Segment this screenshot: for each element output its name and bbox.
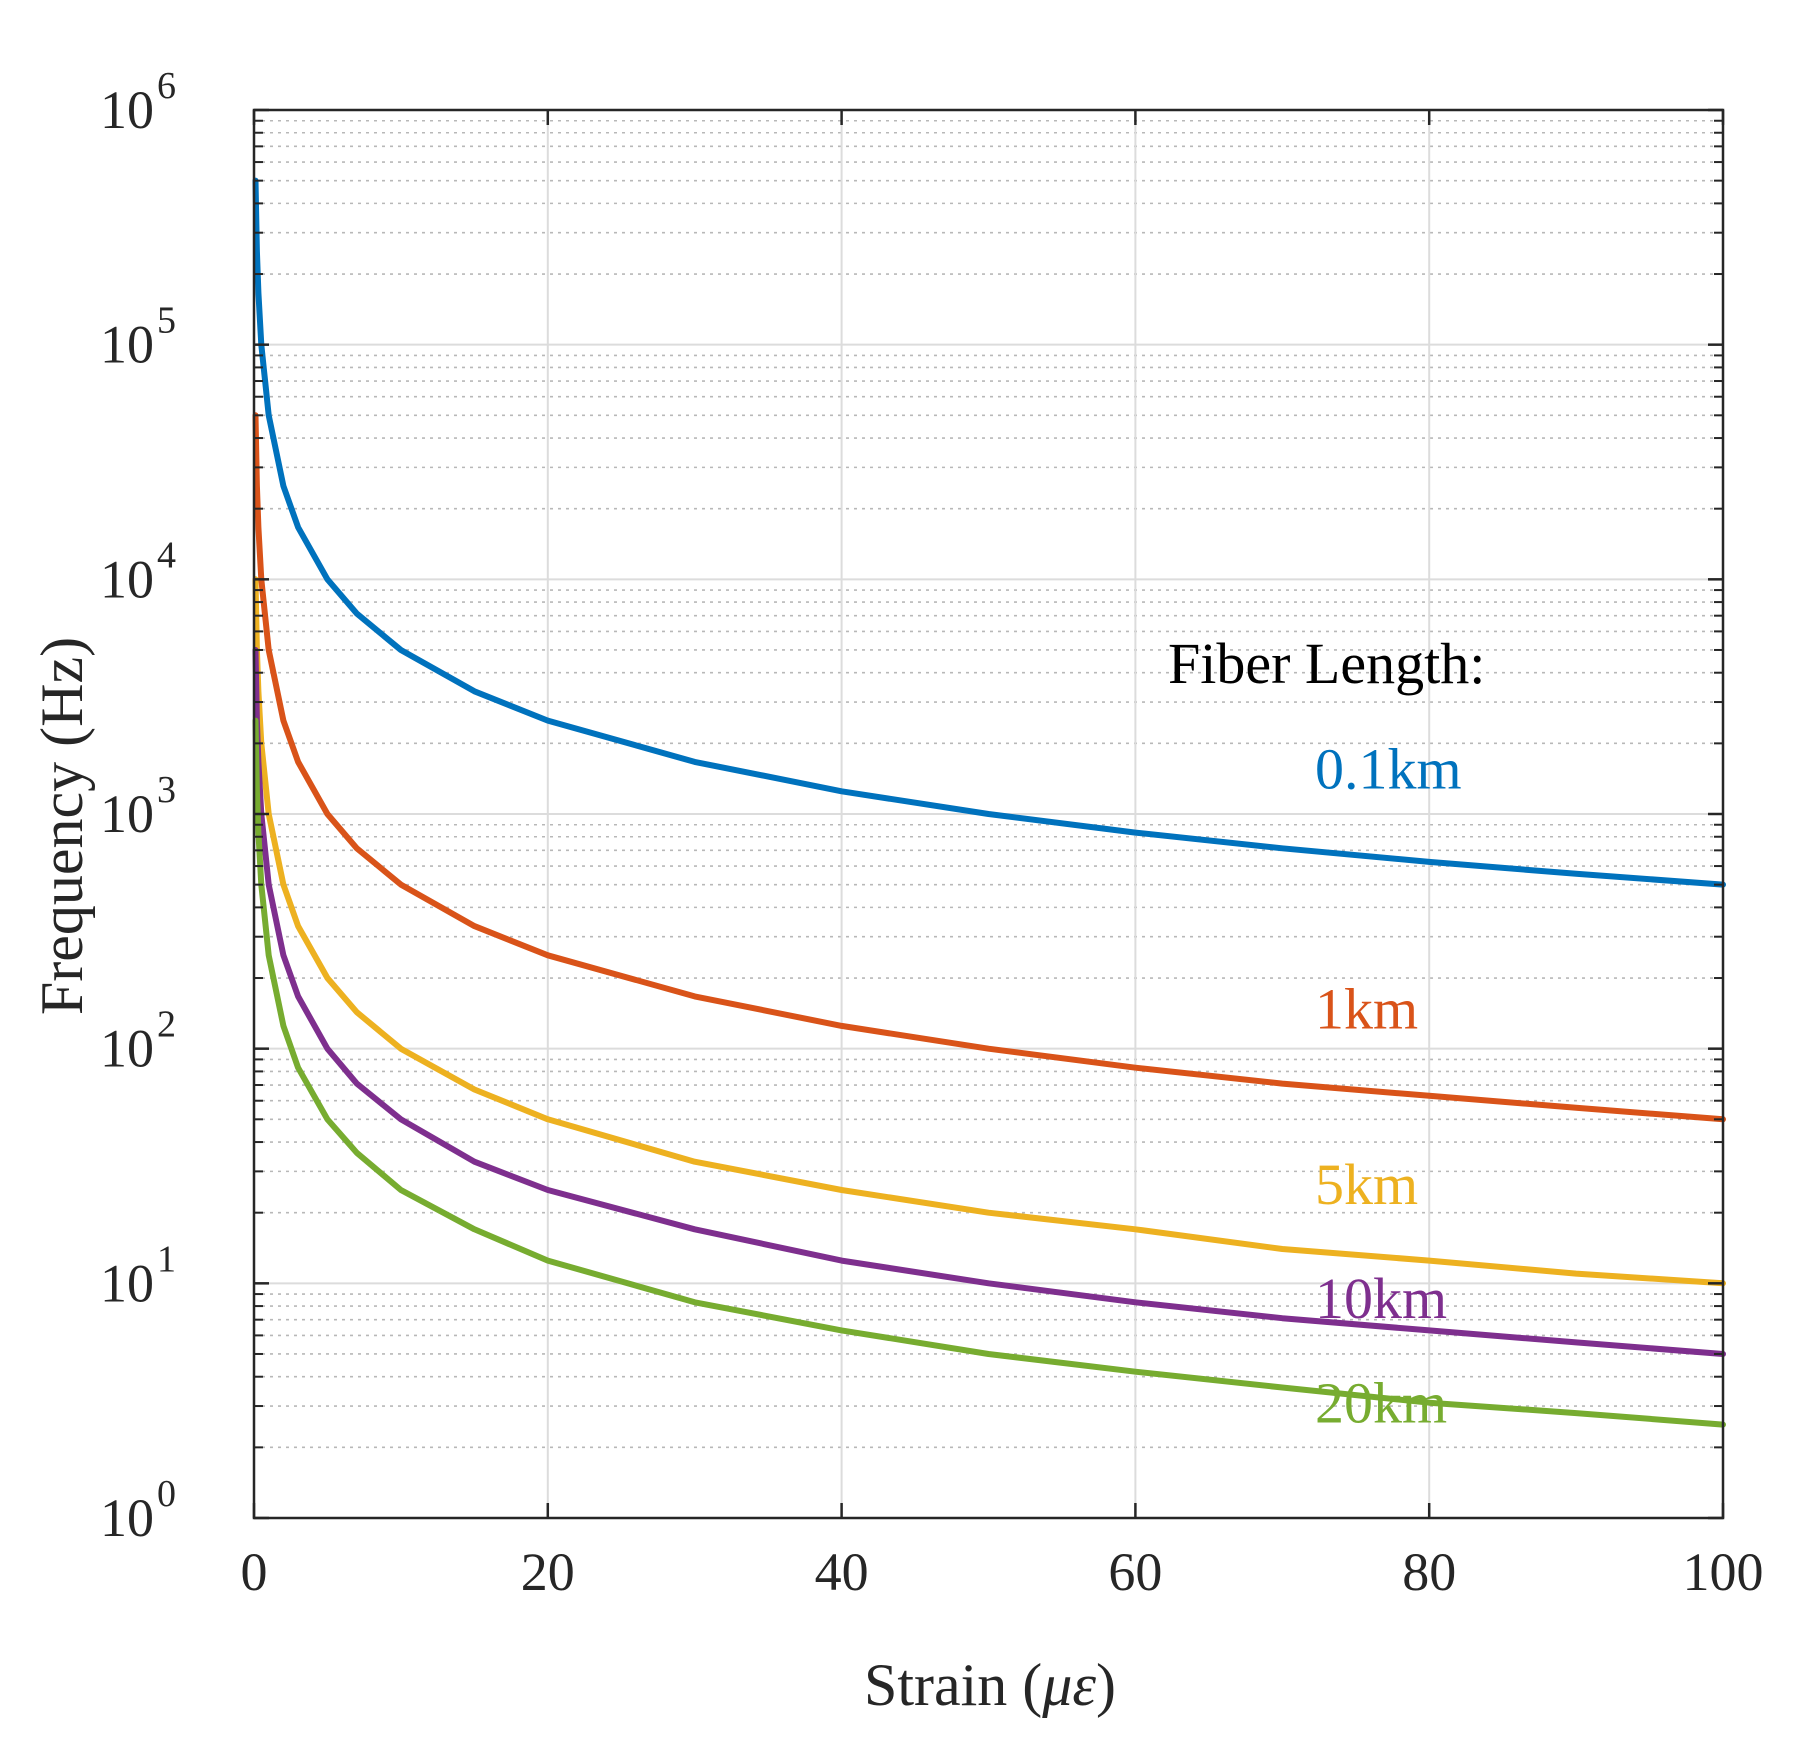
series-label: 5km [1315,1152,1418,1217]
y-tick-label: 10 [100,1253,154,1313]
x-tick-label: 60 [1108,1542,1162,1602]
y-tick-exponent: 3 [157,769,176,811]
x-tick-label: 80 [1402,1542,1456,1602]
series-line-20km [252,717,1726,1428]
y-tick-exponent: 0 [157,1473,176,1515]
x-tick-label: 20 [521,1542,575,1602]
y-tick-exponent: 4 [157,534,176,576]
series-line-1km [252,412,1726,1123]
x-tick-label: 100 [1683,1542,1764,1602]
x-tick-label: 0 [241,1542,268,1602]
series-line-0.1km [252,177,1726,888]
x-axis-label-close: ) [1096,1652,1116,1718]
x-axis-label: Strain (με) [864,1652,1116,1718]
y-tick-label: 10 [100,1488,154,1548]
legend-title: Fiber Length: [1168,631,1485,696]
series-line-5km [252,576,1726,1287]
series-label: 20km [1315,1370,1447,1435]
series-line-10km [252,647,1726,1357]
series-label: 10km [1315,1266,1447,1331]
y-tick-exponent: 1 [157,1238,176,1280]
y-tick-label: 10 [100,315,154,375]
y-axis-label: Frequency (Hz) [29,637,95,1015]
series-lines [252,177,1726,1428]
axes [252,108,1725,1520]
x-axis-label-text: Strain ( [864,1652,1042,1718]
y-tick-label: 10 [100,784,154,844]
y-tick-exponent: 6 [157,65,176,107]
series-label: 0.1km [1315,736,1462,801]
y-tick-exponent: 2 [157,1004,176,1046]
y-tick-label: 10 [100,1019,154,1079]
y-tick-label: 10 [100,80,154,140]
x-tick-label: 40 [815,1542,869,1602]
y-tick-exponent: 5 [157,300,176,342]
y-tick-label: 10 [100,549,154,609]
series-label: 1km [1315,977,1418,1042]
x-axis-label-symbol: με [1041,1652,1096,1718]
